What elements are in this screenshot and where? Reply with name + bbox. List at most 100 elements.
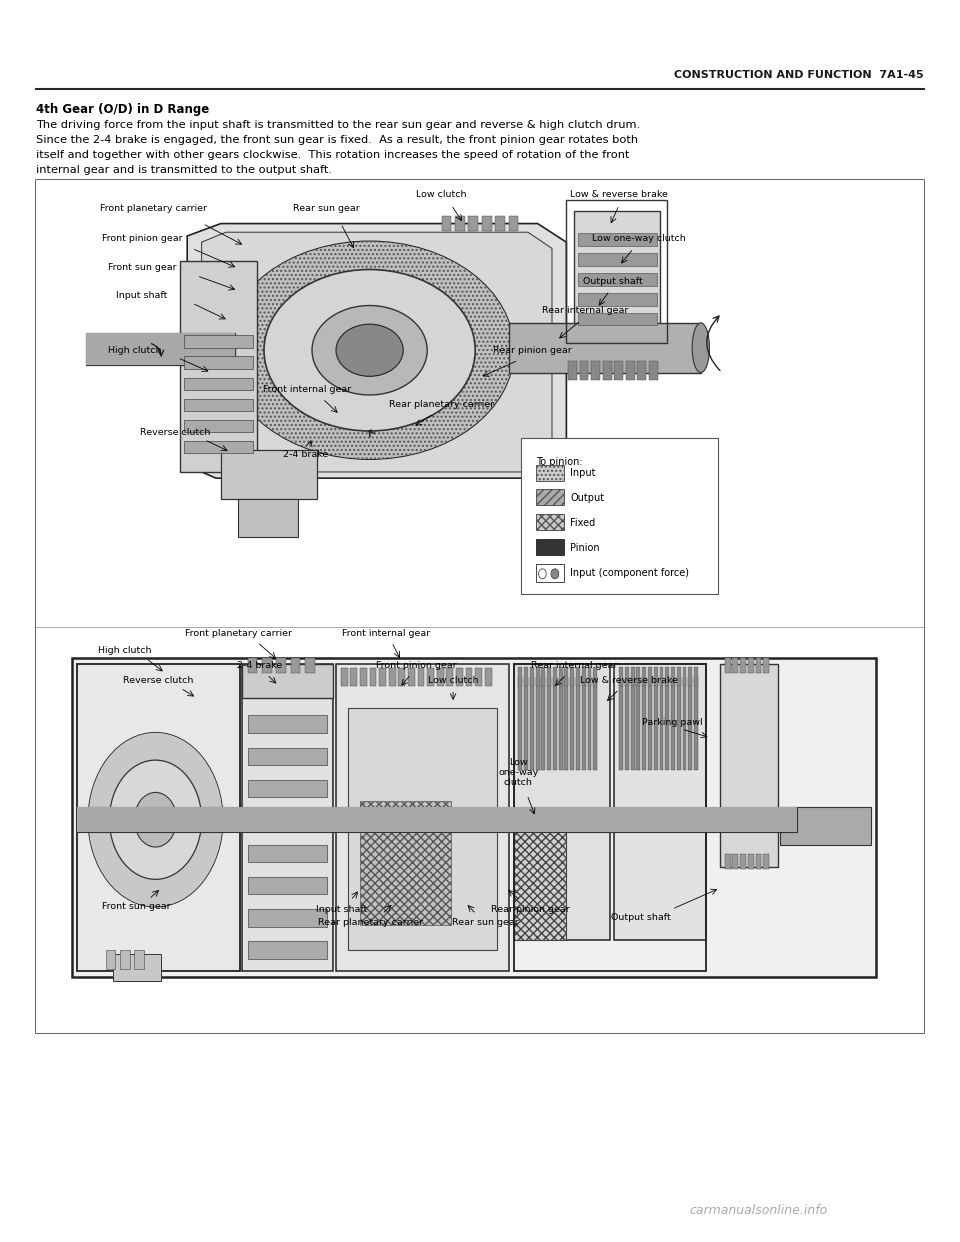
- FancyBboxPatch shape: [732, 658, 738, 673]
- FancyBboxPatch shape: [379, 668, 386, 686]
- FancyBboxPatch shape: [521, 438, 718, 594]
- FancyBboxPatch shape: [77, 664, 240, 971]
- FancyBboxPatch shape: [262, 658, 272, 673]
- FancyBboxPatch shape: [631, 677, 635, 770]
- FancyBboxPatch shape: [134, 950, 144, 969]
- FancyBboxPatch shape: [36, 627, 924, 1033]
- Text: Reverse clutch: Reverse clutch: [140, 427, 211, 437]
- FancyBboxPatch shape: [248, 845, 327, 862]
- Text: Low & reverse brake: Low & reverse brake: [570, 190, 668, 200]
- FancyBboxPatch shape: [360, 801, 451, 925]
- FancyBboxPatch shape: [536, 539, 564, 555]
- FancyBboxPatch shape: [568, 361, 577, 380]
- FancyBboxPatch shape: [578, 313, 657, 325]
- FancyBboxPatch shape: [683, 667, 686, 686]
- Text: CONSTRUCTION AND FUNCTION  7A1-45: CONSTRUCTION AND FUNCTION 7A1-45: [674, 70, 924, 79]
- FancyBboxPatch shape: [588, 677, 591, 770]
- FancyBboxPatch shape: [614, 361, 623, 380]
- FancyBboxPatch shape: [625, 677, 629, 770]
- Text: carmanualsonline.info: carmanualsonline.info: [689, 1205, 828, 1217]
- FancyBboxPatch shape: [437, 668, 444, 686]
- Ellipse shape: [312, 306, 427, 395]
- FancyBboxPatch shape: [763, 854, 769, 869]
- FancyBboxPatch shape: [341, 668, 348, 686]
- FancyBboxPatch shape: [427, 668, 434, 686]
- FancyBboxPatch shape: [593, 677, 597, 770]
- FancyBboxPatch shape: [636, 667, 640, 686]
- FancyBboxPatch shape: [694, 667, 698, 686]
- Text: Since the 2-4 brake is engaged, the front sun gear is fixed.  As a result, the f: Since the 2-4 brake is engaged, the fron…: [36, 135, 638, 145]
- FancyBboxPatch shape: [541, 677, 545, 770]
- FancyBboxPatch shape: [530, 667, 534, 686]
- FancyBboxPatch shape: [588, 667, 591, 686]
- FancyBboxPatch shape: [77, 807, 797, 832]
- FancyBboxPatch shape: [370, 668, 376, 686]
- Text: Low & reverse brake: Low & reverse brake: [580, 676, 678, 686]
- FancyBboxPatch shape: [756, 658, 761, 673]
- FancyBboxPatch shape: [756, 854, 761, 869]
- Text: High clutch: High clutch: [98, 646, 152, 656]
- Text: Input (component force): Input (component force): [570, 568, 689, 578]
- FancyBboxPatch shape: [593, 667, 597, 686]
- FancyBboxPatch shape: [514, 664, 610, 940]
- Text: Front pinion gear: Front pinion gear: [102, 233, 182, 243]
- FancyBboxPatch shape: [688, 667, 692, 686]
- FancyBboxPatch shape: [591, 361, 600, 380]
- FancyBboxPatch shape: [221, 450, 317, 499]
- FancyBboxPatch shape: [536, 465, 564, 481]
- FancyBboxPatch shape: [677, 677, 681, 770]
- FancyBboxPatch shape: [570, 677, 574, 770]
- FancyBboxPatch shape: [248, 748, 327, 765]
- FancyBboxPatch shape: [184, 356, 253, 369]
- FancyBboxPatch shape: [248, 780, 327, 797]
- FancyBboxPatch shape: [665, 677, 669, 770]
- FancyBboxPatch shape: [418, 668, 424, 686]
- FancyBboxPatch shape: [36, 180, 924, 627]
- FancyBboxPatch shape: [570, 667, 574, 686]
- Text: Front sun gear: Front sun gear: [102, 902, 171, 912]
- Ellipse shape: [226, 241, 514, 458]
- FancyBboxPatch shape: [578, 273, 657, 286]
- FancyBboxPatch shape: [740, 854, 746, 869]
- FancyBboxPatch shape: [619, 667, 623, 686]
- FancyBboxPatch shape: [688, 677, 692, 770]
- FancyBboxPatch shape: [626, 361, 635, 380]
- FancyBboxPatch shape: [248, 941, 327, 959]
- FancyBboxPatch shape: [120, 950, 130, 969]
- FancyBboxPatch shape: [648, 677, 652, 770]
- FancyBboxPatch shape: [536, 489, 564, 505]
- FancyBboxPatch shape: [180, 261, 257, 472]
- Text: Front sun gear: Front sun gear: [108, 262, 177, 272]
- FancyBboxPatch shape: [77, 807, 797, 832]
- Circle shape: [109, 760, 202, 879]
- FancyBboxPatch shape: [248, 812, 327, 830]
- FancyBboxPatch shape: [530, 677, 534, 770]
- Text: Rear pinion gear: Rear pinion gear: [493, 345, 572, 355]
- FancyBboxPatch shape: [748, 658, 754, 673]
- FancyBboxPatch shape: [86, 333, 235, 365]
- FancyBboxPatch shape: [665, 667, 669, 686]
- FancyBboxPatch shape: [578, 253, 657, 266]
- FancyBboxPatch shape: [580, 361, 588, 380]
- FancyBboxPatch shape: [677, 667, 681, 686]
- FancyBboxPatch shape: [106, 950, 115, 969]
- Text: To pinion:: To pinion:: [536, 457, 583, 467]
- FancyBboxPatch shape: [553, 677, 557, 770]
- Ellipse shape: [226, 241, 514, 458]
- FancyBboxPatch shape: [671, 677, 675, 770]
- Circle shape: [134, 792, 177, 847]
- FancyBboxPatch shape: [184, 335, 253, 348]
- FancyBboxPatch shape: [184, 399, 253, 411]
- FancyBboxPatch shape: [541, 667, 545, 686]
- FancyBboxPatch shape: [350, 668, 357, 686]
- FancyBboxPatch shape: [291, 658, 300, 673]
- FancyBboxPatch shape: [518, 667, 522, 686]
- FancyBboxPatch shape: [466, 668, 472, 686]
- FancyBboxPatch shape: [725, 854, 731, 869]
- FancyBboxPatch shape: [660, 667, 663, 686]
- FancyBboxPatch shape: [720, 664, 778, 867]
- Text: Rear pinion gear: Rear pinion gear: [491, 904, 569, 914]
- FancyBboxPatch shape: [446, 668, 453, 686]
- Text: itself and together with other gears clockwise.  This rotation increases the spe: itself and together with other gears clo…: [36, 150, 630, 160]
- FancyBboxPatch shape: [625, 667, 629, 686]
